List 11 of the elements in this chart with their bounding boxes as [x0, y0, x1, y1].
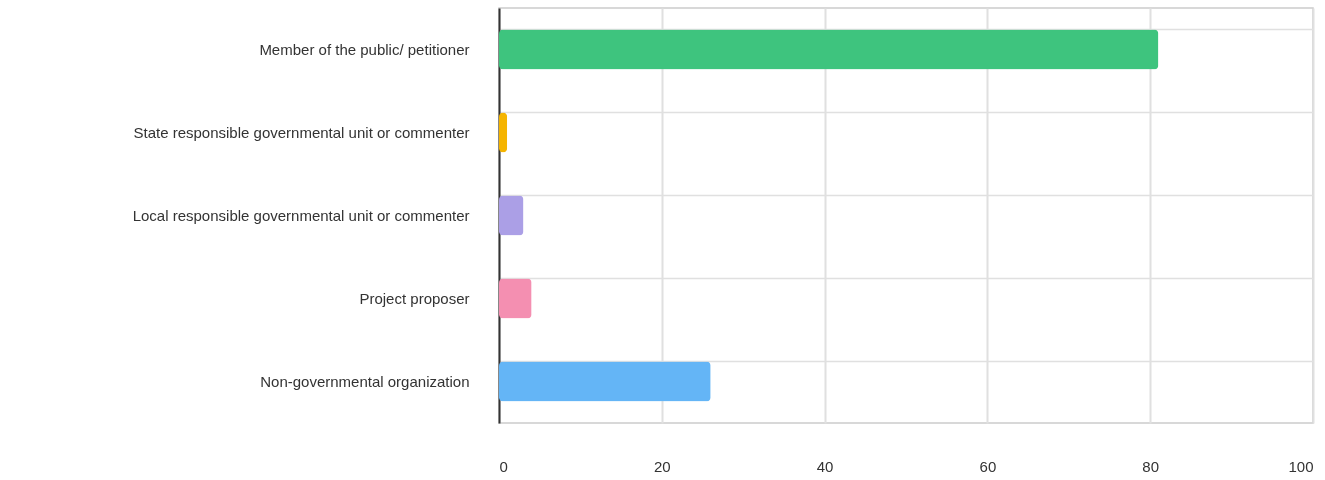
x-tick-label: 100	[1288, 457, 1314, 475]
y-tick-label: Local responsible governmental unit or commenter	[132, 206, 470, 224]
x-tick-label: 20	[653, 457, 671, 475]
x-tick-label: 80	[1142, 457, 1160, 475]
y-tick-label: Non-governmental organization	[260, 372, 470, 390]
x-tick-label: 0	[499, 457, 508, 475]
y-tick-label: Project proposer	[359, 289, 470, 307]
y-tick-label: Member of the public/ petitioner	[259, 40, 470, 58]
x-tick-label: 40	[816, 457, 834, 475]
x-tick-label: 60	[979, 457, 997, 475]
y-tick-label: State responsible governmental unit or commenter	[133, 123, 470, 141]
